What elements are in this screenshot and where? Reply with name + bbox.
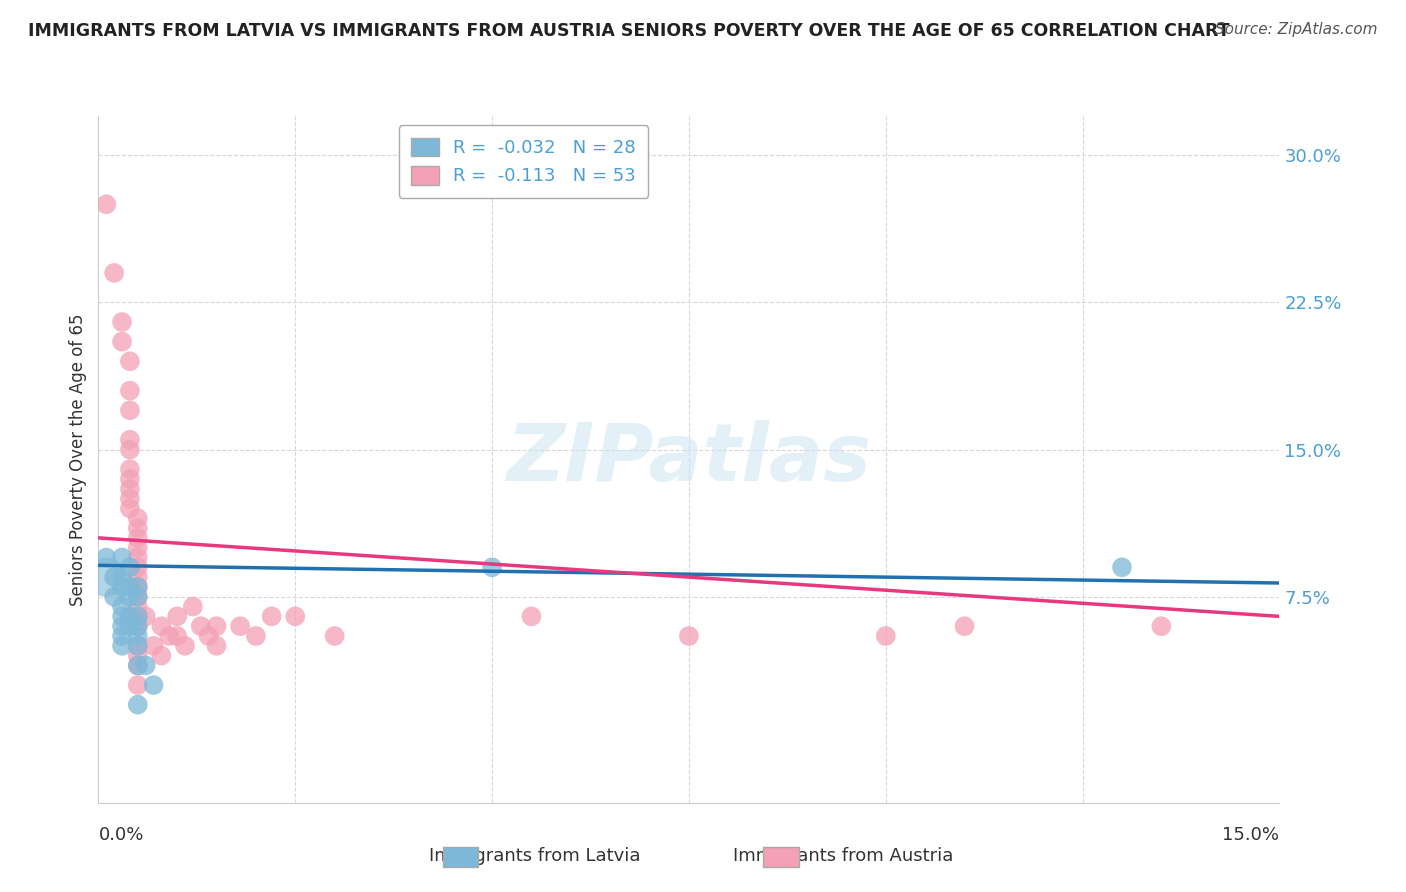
- Point: [111, 619, 134, 633]
- Point: [181, 599, 204, 614]
- Point: [103, 266, 125, 280]
- Point: [127, 648, 149, 663]
- Legend: R =  -0.032   N = 28, R =  -0.113   N = 53: R = -0.032 N = 28, R = -0.113 N = 53: [399, 125, 648, 198]
- Point: [197, 629, 219, 643]
- Point: [1150, 619, 1173, 633]
- Point: [127, 570, 149, 584]
- Point: [127, 580, 149, 594]
- Point: [127, 678, 149, 692]
- Point: [103, 590, 125, 604]
- Point: [118, 482, 141, 496]
- Point: [174, 639, 197, 653]
- Point: [127, 629, 149, 643]
- Point: [229, 619, 252, 633]
- Point: [127, 639, 149, 653]
- Point: [127, 511, 149, 525]
- Point: [150, 619, 173, 633]
- Point: [166, 629, 188, 643]
- Point: [190, 619, 212, 633]
- Point: [678, 629, 700, 643]
- Y-axis label: Seniors Poverty Over the Age of 65: Seniors Poverty Over the Age of 65: [69, 313, 87, 606]
- Point: [127, 639, 149, 653]
- Point: [127, 619, 149, 633]
- Point: [111, 609, 134, 624]
- Point: [96, 550, 118, 565]
- Point: [118, 491, 141, 506]
- Point: [953, 619, 976, 633]
- Point: [118, 472, 141, 486]
- Point: [127, 609, 149, 624]
- Text: Immigrants from Austria: Immigrants from Austria: [734, 847, 953, 865]
- Point: [157, 629, 180, 643]
- Point: [96, 197, 118, 211]
- Text: ZIPatlas: ZIPatlas: [506, 420, 872, 499]
- Point: [520, 609, 543, 624]
- Point: [111, 550, 134, 565]
- Point: [135, 658, 157, 673]
- Point: [205, 639, 228, 653]
- Point: [127, 550, 149, 565]
- Point: [127, 580, 149, 594]
- Point: [118, 403, 141, 417]
- Point: [111, 570, 134, 584]
- Point: [127, 609, 149, 624]
- Point: [142, 678, 165, 692]
- Point: [127, 590, 149, 604]
- Point: [111, 629, 134, 643]
- Point: [875, 629, 897, 643]
- Point: [118, 590, 141, 604]
- Point: [103, 570, 125, 584]
- Point: [127, 590, 149, 604]
- Text: 0.0%: 0.0%: [98, 826, 143, 845]
- Point: [142, 639, 165, 653]
- Text: 15.0%: 15.0%: [1222, 826, 1279, 845]
- Point: [111, 599, 134, 614]
- Point: [284, 609, 307, 624]
- Point: [127, 658, 149, 673]
- Point: [118, 501, 141, 516]
- Point: [260, 609, 283, 624]
- Point: [118, 580, 141, 594]
- Point: [127, 521, 149, 535]
- Point: [118, 560, 141, 574]
- Point: [111, 334, 134, 349]
- Point: [118, 433, 141, 447]
- Point: [118, 442, 141, 457]
- Point: [118, 619, 141, 633]
- Point: [111, 639, 134, 653]
- Point: [118, 354, 141, 368]
- Point: [127, 619, 149, 633]
- Point: [323, 629, 346, 643]
- Text: Immigrants from Latvia: Immigrants from Latvia: [429, 847, 640, 865]
- Point: [481, 560, 503, 574]
- Point: [111, 580, 134, 594]
- Point: [205, 619, 228, 633]
- Point: [96, 570, 118, 584]
- Point: [135, 609, 157, 624]
- Point: [127, 698, 149, 712]
- Point: [127, 541, 149, 555]
- Point: [111, 315, 134, 329]
- Point: [166, 609, 188, 624]
- Point: [150, 648, 173, 663]
- Text: Source: ZipAtlas.com: Source: ZipAtlas.com: [1215, 22, 1378, 37]
- Point: [245, 629, 267, 643]
- Point: [118, 462, 141, 476]
- Point: [1111, 560, 1133, 574]
- Point: [118, 384, 141, 398]
- Text: IMMIGRANTS FROM LATVIA VS IMMIGRANTS FROM AUSTRIA SENIORS POVERTY OVER THE AGE O: IMMIGRANTS FROM LATVIA VS IMMIGRANTS FRO…: [28, 22, 1230, 40]
- Point: [127, 531, 149, 545]
- Point: [127, 560, 149, 574]
- Point: [127, 658, 149, 673]
- Point: [118, 609, 141, 624]
- Point: [127, 599, 149, 614]
